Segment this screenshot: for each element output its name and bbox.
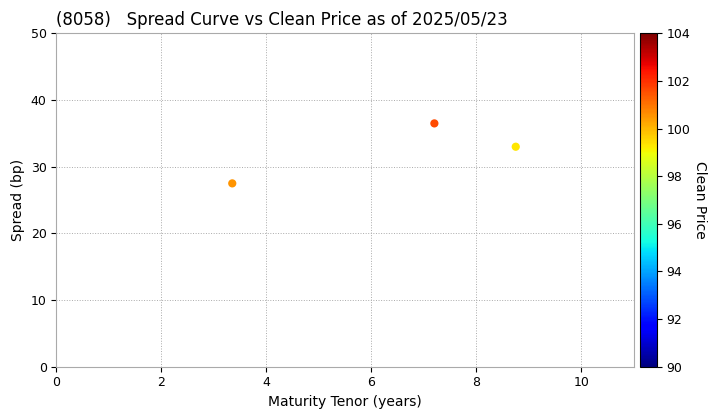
Y-axis label: Spread (bp): Spread (bp) bbox=[11, 159, 25, 241]
Point bbox=[510, 143, 521, 150]
Text: (8058)   Spread Curve vs Clean Price as of 2025/05/23: (8058) Spread Curve vs Clean Price as of… bbox=[56, 11, 508, 29]
Point bbox=[428, 120, 440, 127]
X-axis label: Maturity Tenor (years): Maturity Tenor (years) bbox=[269, 395, 422, 409]
Y-axis label: Clean Price: Clean Price bbox=[693, 161, 707, 239]
Point bbox=[227, 180, 238, 187]
